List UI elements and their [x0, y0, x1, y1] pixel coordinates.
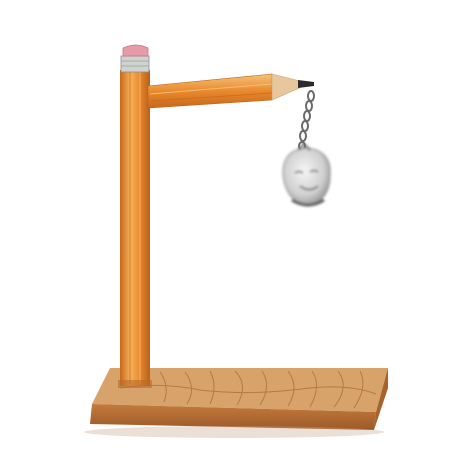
hanging-pendant-icon: [283, 144, 330, 206]
chain-icon: [299, 91, 314, 150]
pencil-upright-icon: [118, 45, 152, 388]
pencil-arm-icon: [148, 74, 314, 108]
